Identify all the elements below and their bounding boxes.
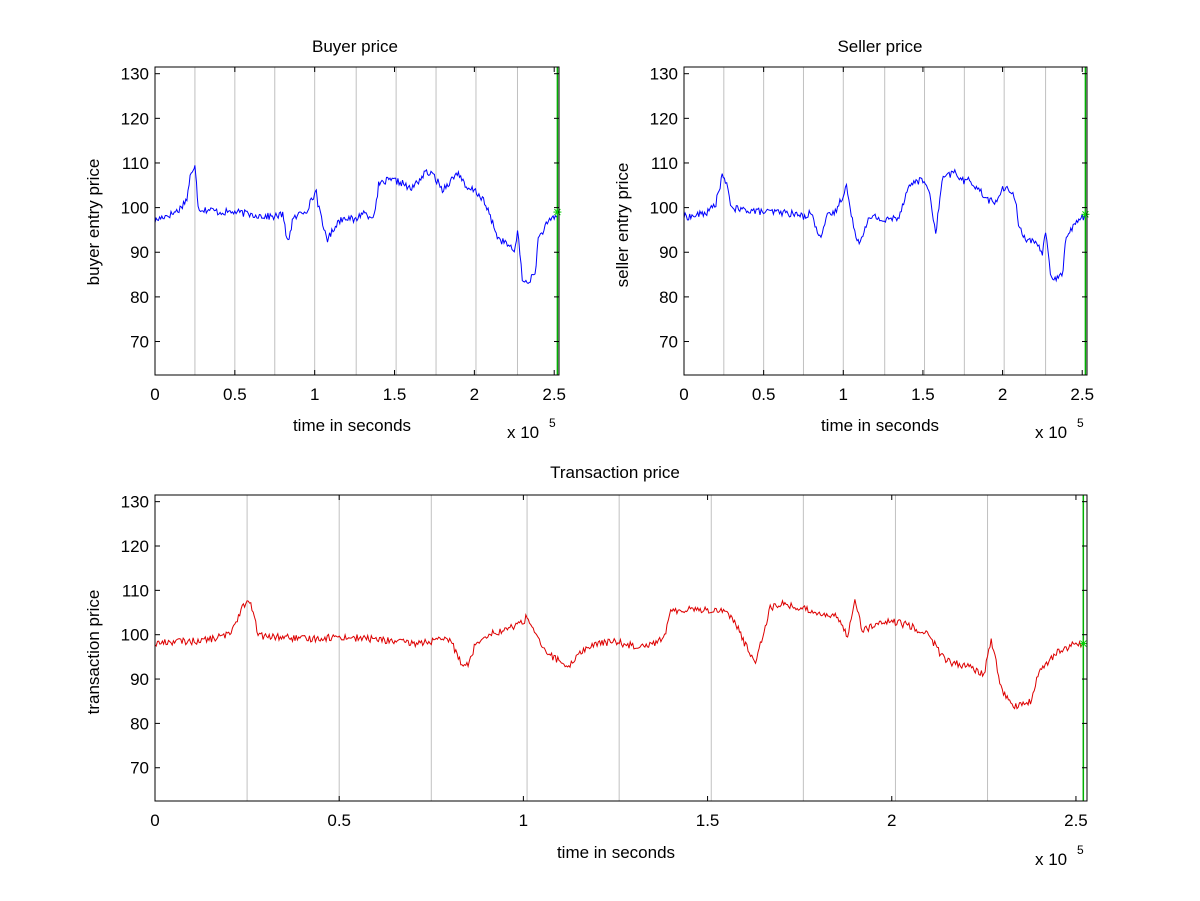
buyer-y-tick-label-3: 100 (121, 199, 149, 218)
transaction-x-multiplier-label: x 10 (1035, 850, 1067, 869)
transaction-x-multiplier-exponent: 5 (1077, 843, 1084, 857)
buyer-x-axis-label: time in seconds (293, 416, 411, 435)
seller-y-tick-label-4: 110 (651, 154, 678, 173)
seller-y-tick-label-2: 90 (659, 243, 678, 262)
transaction-y-tick-label-3: 100 (121, 626, 149, 645)
transaction-x-tick-label-2: 1 (519, 811, 528, 830)
buyer-y-tick-label-1: 80 (130, 288, 149, 307)
buyer-x-tick-label-5: 2.5 (542, 385, 566, 404)
buyer-x-tick-label-4: 2 (470, 385, 479, 404)
seller-y-tick-label-1: 80 (659, 288, 678, 307)
buyer-x-tick-label-1: 0.5 (223, 385, 247, 404)
buyer-x-tick-label-2: 1 (310, 385, 319, 404)
buyer-chart-title: Buyer price (312, 37, 398, 56)
buyer-x-tick-label-0: 0 (150, 385, 159, 404)
seller-chart-title: Seller price (837, 37, 922, 56)
transaction-price-chart: 0 0.5 1 1.5 2 2.5 70 80 90 100 110 120 130 Transacti… (84, 463, 1088, 869)
seller-price-line (683, 168, 1086, 283)
buyer-y-tick-label-0: 70 (130, 333, 149, 352)
buyer-x-multiplier-exponent: 5 (549, 416, 556, 430)
seller-y-tick-label-5: 120 (650, 109, 678, 128)
transaction-axes-box (154, 494, 1088, 802)
buyer-y-tick-label-5: 120 (121, 109, 149, 128)
transaction-x-tick-label-4: 2 (887, 811, 896, 830)
seller-x-tick-label-1: 0.5 (752, 385, 776, 404)
buyer-x-tick-label-3: 1.5 (383, 385, 407, 404)
seller-x-multiplier-label: x 10 (1035, 423, 1067, 442)
transaction-x-tick-label-0: 0 (150, 811, 159, 830)
transaction-x-tick-label-3: 1.5 (696, 811, 720, 830)
seller-x-tick-label-2: 1 (839, 385, 848, 404)
seller-price-chart: 0 0.5 1 1.5 2 2.5 70 80 90 100 110 120 130 Seller pr… (613, 37, 1094, 442)
buyer-y-axis-label: buyer entry price (84, 159, 103, 286)
transaction-price-line (154, 599, 1084, 710)
seller-axes-box (683, 66, 1088, 376)
buyer-price-line (154, 165, 558, 284)
seller-y-tick-label-0: 70 (659, 333, 678, 352)
transaction-x-axis-label: time in seconds (557, 843, 675, 862)
transaction-x-tick-label-5: 2.5 (1064, 811, 1088, 830)
buyer-end-marker (553, 208, 562, 217)
buyer-axes-box (154, 66, 560, 376)
transaction-y-tick-label-5: 120 (121, 537, 149, 556)
transaction-y-axis-label: transaction price (84, 590, 103, 715)
transaction-chart-title: Transaction price (550, 463, 680, 482)
transaction-y-tick-label-4: 110 (122, 581, 149, 600)
transaction-end-marker (1079, 639, 1088, 648)
transaction-y-tick-label-1: 80 (130, 714, 149, 733)
transaction-y-tick-label-0: 70 (130, 759, 149, 778)
buyer-y-tick-label-4: 110 (122, 154, 149, 173)
seller-end-marker (1081, 210, 1090, 219)
seller-y-axis-label: seller entry price (613, 163, 632, 288)
buyer-y-tick-label-6: 130 (121, 65, 149, 84)
seller-x-tick-label-0: 0 (679, 385, 688, 404)
seller-y-tick-label-6: 130 (650, 65, 678, 84)
seller-y-tick-label-3: 100 (650, 199, 678, 218)
buyer-x-multiplier-label: x 10 (507, 423, 539, 442)
seller-x-axis-label: time in seconds (821, 416, 939, 435)
transaction-y-tick-label-6: 130 (121, 493, 149, 512)
transaction-y-tick-label-2: 90 (130, 670, 149, 689)
seller-x-tick-label-3: 1.5 (911, 385, 935, 404)
buyer-price-chart: 0 0.5 1 1.5 2 2.5 70 80 90 100 110 120 130 Buyer pri… (84, 37, 566, 442)
seller-x-multiplier-exponent: 5 (1077, 416, 1084, 430)
seller-x-tick-label-5: 2.5 (1070, 385, 1094, 404)
transaction-x-tick-label-1: 0.5 (327, 811, 351, 830)
seller-x-tick-label-4: 2 (998, 385, 1007, 404)
buyer-y-tick-label-2: 90 (130, 243, 149, 262)
